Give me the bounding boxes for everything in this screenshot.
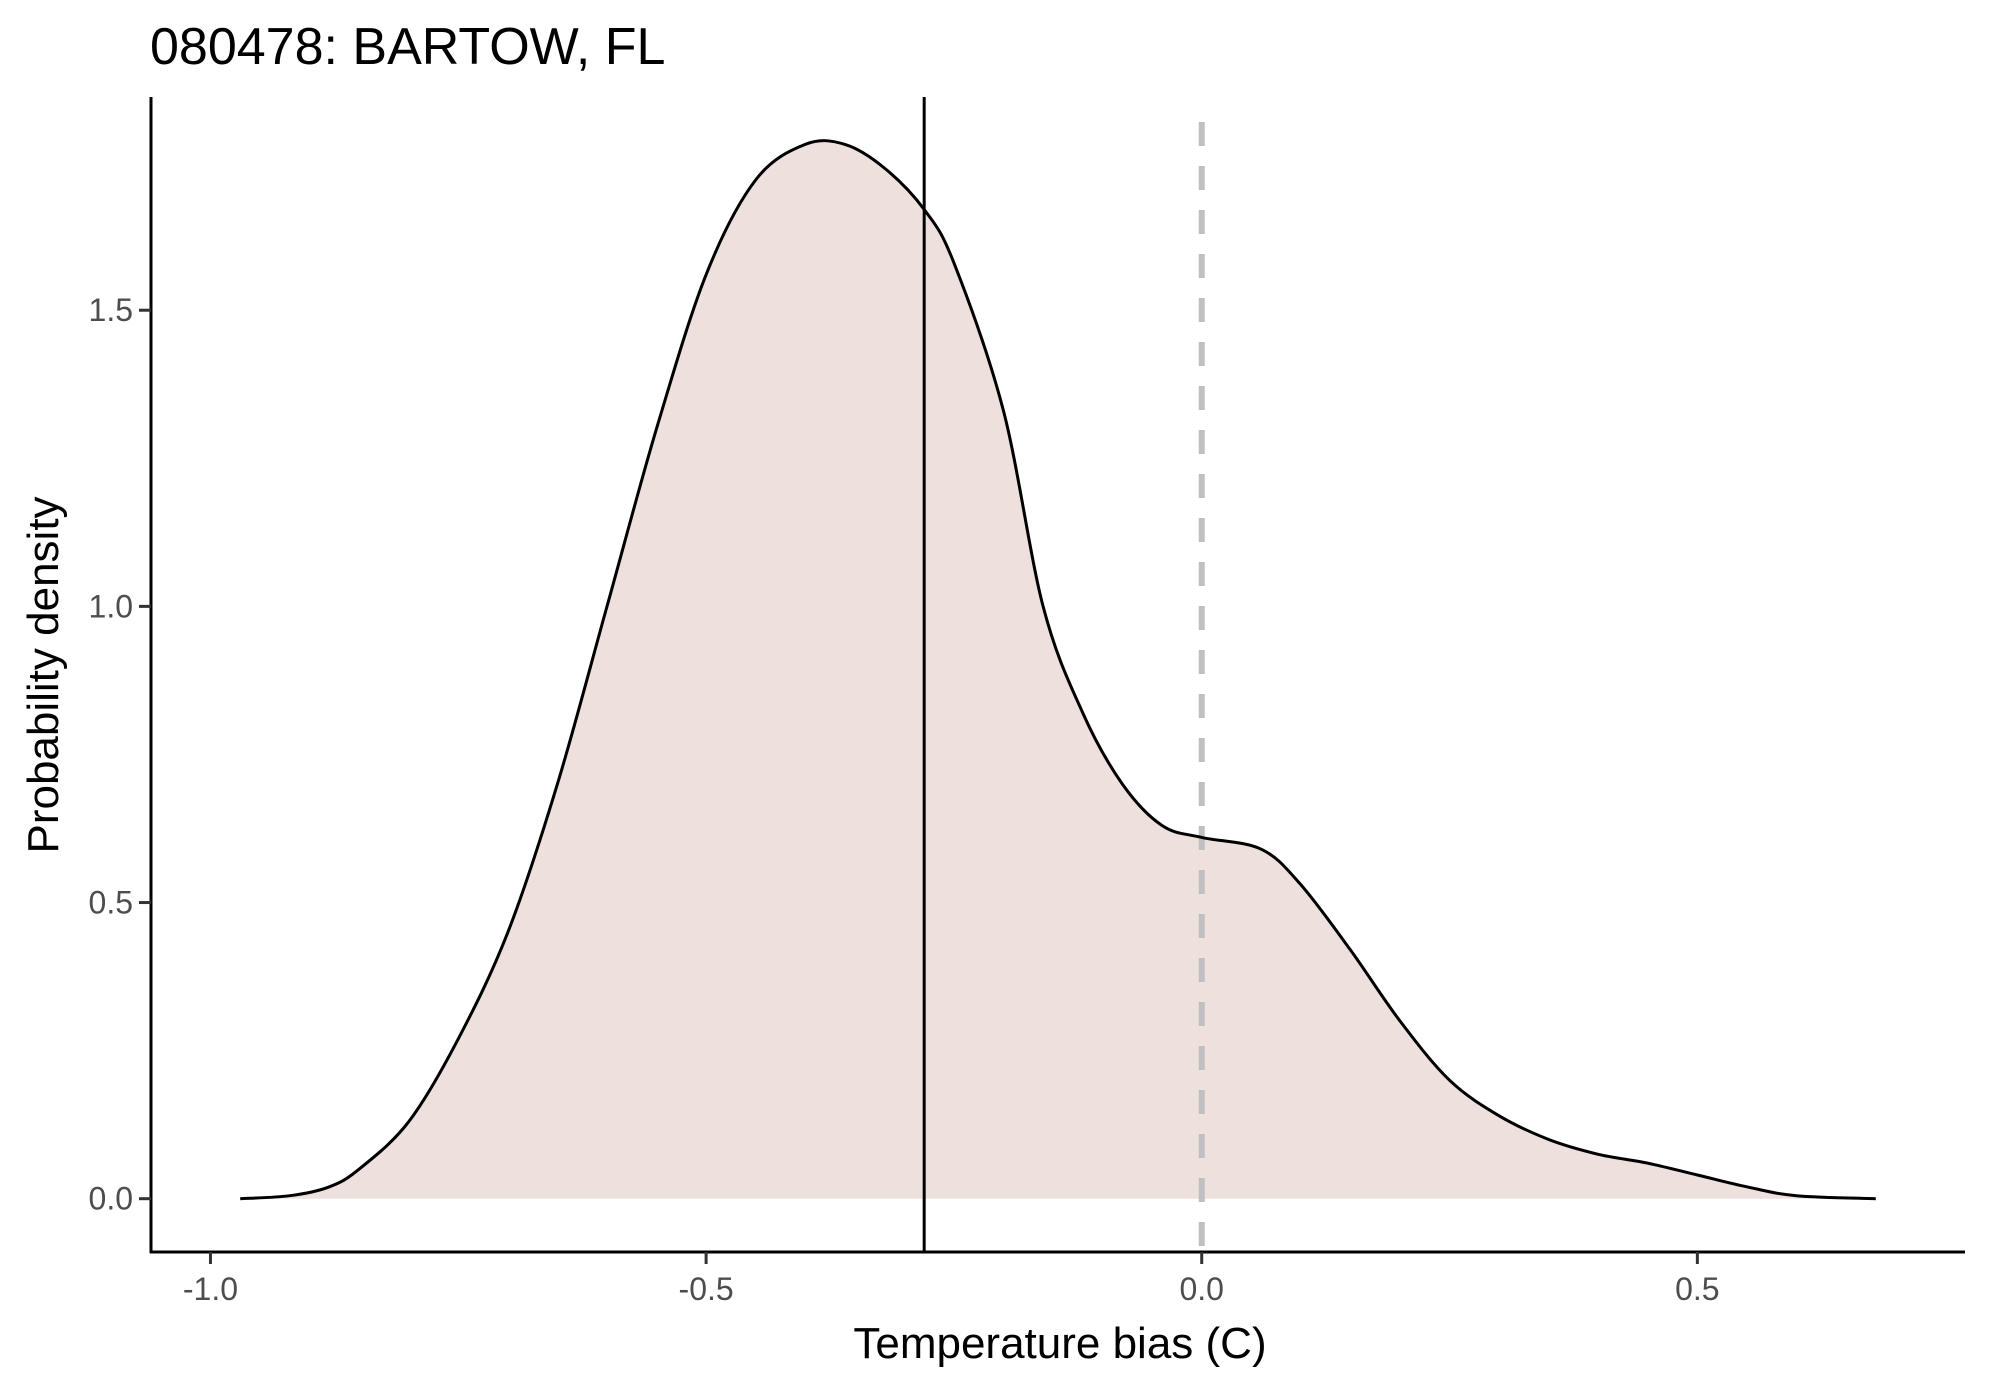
density-curve — [240, 139, 1876, 1201]
y-tick-label: 1.5 — [89, 292, 133, 328]
chart-title: 080478: BARTOW, FL — [150, 18, 665, 76]
y-tick-label: 0.5 — [89, 885, 133, 921]
y-axis-label: Probability density — [19, 496, 68, 853]
x-axis-ticks: -1.0 -0.5 0.0 0.5 — [183, 1252, 1720, 1307]
y-tick-label: 0.0 — [89, 1181, 133, 1217]
x-tick-label: -0.5 — [679, 1271, 734, 1307]
y-axis-ticks: 0.0 0.5 1.0 1.5 — [89, 292, 151, 1217]
x-tick-label: -1.0 — [183, 1271, 238, 1307]
y-tick-label: 1.0 — [89, 588, 133, 624]
x-tick-label: 0.0 — [1179, 1271, 1223, 1307]
plot-area — [240, 97, 1876, 1252]
x-axis-label: Temperature bias (C) — [853, 1319, 1266, 1368]
density-area — [240, 140, 1876, 1199]
x-tick-label: 0.5 — [1675, 1271, 1719, 1307]
